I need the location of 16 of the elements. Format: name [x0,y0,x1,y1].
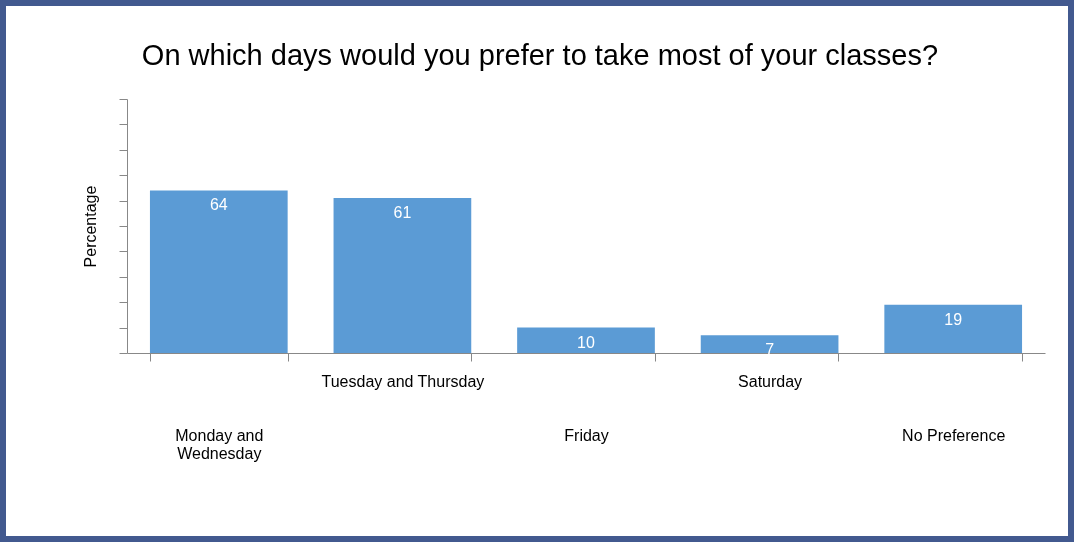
x-tick-label: Monday and Wednesday [175,426,264,462]
x-tick-label: Tuesday and Thursday [321,372,485,390]
data-label: 64 [209,196,228,214]
x-tick-label: Saturday [738,372,803,390]
bar [333,198,472,353]
chart-title: On which days would you prefer to take most of your classes? [141,38,939,71]
data-label: 10 [577,333,595,351]
y-axis-title: Percentage [82,185,99,268]
bar [700,335,839,353]
data-label: 61 [393,204,412,222]
bar [149,190,288,353]
bar [517,327,655,353]
x-tick-label: No Preference [902,426,1006,444]
bar [884,304,1023,353]
data-label: 19 [944,310,963,328]
x-tick-label: Friday [564,426,609,444]
